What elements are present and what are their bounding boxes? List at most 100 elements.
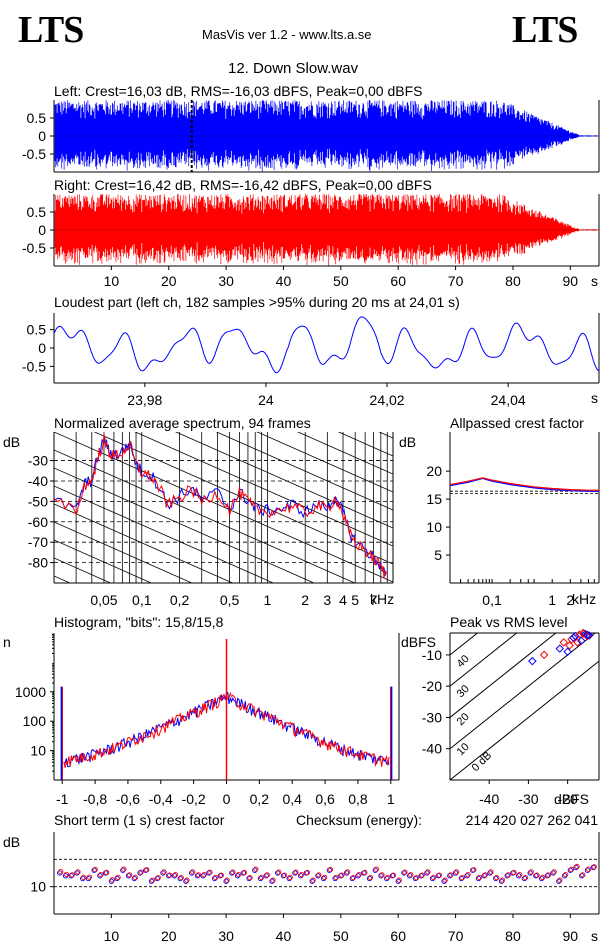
spectrum-slope-line (54, 521, 193, 583)
shortterm-right-point (321, 874, 328, 881)
shortterm-left-point (561, 873, 568, 879)
peakrms-point (582, 630, 592, 640)
shortterm-right-point (304, 869, 311, 876)
shortterm-right-point (86, 874, 93, 880)
checksum-label: Checksum (energy): (296, 812, 422, 828)
peakrms-ytick-label: -30 (422, 709, 442, 725)
shortterm-xtick-label: 40 (276, 928, 292, 944)
shortterm-right-point (144, 867, 150, 873)
shortterm-left-point (263, 873, 269, 879)
histogram-xtick-label: -1 (56, 791, 69, 807)
histogram-xtick-label: -0,2 (182, 791, 206, 807)
shortterm-left-point (401, 870, 407, 876)
allpass-xunit: kHz (572, 591, 596, 607)
shortterm-left-point (194, 873, 201, 879)
shortterm-right-point (149, 877, 156, 883)
peakrms-ytick-label: -10 (422, 647, 442, 663)
shortterm-right-point (224, 877, 230, 883)
shortterm-right-point (574, 863, 580, 870)
shortterm-left-point (80, 875, 86, 882)
shortterm-left-point (384, 875, 390, 882)
right-waveform-ytick-label: 0 (38, 222, 46, 238)
spectrum-slope-line (93, 432, 393, 565)
shortterm-right-point (155, 874, 161, 881)
peakrms-point (539, 650, 549, 660)
shortterm-right-point (522, 874, 529, 881)
spectrum-slope-line (54, 503, 234, 583)
shortterm-right-point (534, 872, 540, 878)
shortterm-right-point (459, 874, 465, 881)
shortterm-right-point (195, 872, 202, 878)
spectrum-xtick-label: 5 (351, 592, 359, 608)
spectrum-slope-line (54, 612, 393, 762)
shortterm-left-point (286, 875, 292, 882)
spectrum-ylabel: dB (3, 434, 20, 450)
loudest-ytick-label: -0.5 (22, 358, 46, 374)
shortterm-right-point (81, 874, 87, 881)
shortterm-left-point (154, 875, 160, 882)
shortterm-right-point (333, 874, 339, 881)
shortterm-left-point (91, 867, 97, 873)
shortterm-right-point (138, 869, 144, 875)
peakrms-xtick-label: -40 (479, 791, 499, 807)
shortterm-right-point (408, 871, 414, 878)
right-waveform-ytick-label: 0.5 (27, 204, 47, 220)
shortterm-right-point (235, 871, 242, 878)
histogram-xtick-label: 0,6 (315, 791, 335, 807)
allpass-ytick-label: 20 (426, 463, 442, 479)
shortterm-right-point (109, 877, 116, 883)
peakrms-crest-line (450, 633, 596, 750)
shortterm-left-point (464, 873, 470, 879)
shortterm-left-point (407, 873, 413, 879)
shortterm-right-point (430, 874, 437, 881)
peakrms-ylabel: dBFS (401, 634, 436, 650)
loudest-title: Loudest part (left ch, 182 samples >95% … (54, 294, 460, 310)
shortterm-left-point (521, 875, 528, 882)
shortterm-xtick-label: 30 (218, 928, 234, 944)
shortterm-xtick-label: 70 (448, 928, 464, 944)
spectrum-xtick-label: 0,5 (220, 592, 240, 608)
shortterm-left-point (234, 873, 241, 879)
shortterm-right-point (58, 868, 64, 875)
shortterm-right-point (402, 869, 408, 875)
shortterm-right-point (442, 877, 448, 883)
shortterm-right-point (63, 871, 70, 878)
spectrum-slope-line (297, 432, 393, 475)
peakrms-ytick-label: -40 (422, 741, 442, 757)
shortterm-left-point (252, 867, 258, 873)
shortterm-left-point (475, 875, 482, 882)
left-waveform-trace (54, 100, 600, 172)
shortterm-right-point (75, 869, 81, 875)
right-waveform-xtick-label: 60 (390, 273, 406, 289)
spectrum-ytick-label: -80 (28, 555, 48, 571)
spectrum-xtick-label: 7 (370, 592, 378, 608)
shortterm-right-point (132, 874, 138, 881)
left-waveform-ytick-label: 0 (38, 128, 46, 144)
shortterm-left-point (498, 878, 505, 884)
spectrum-slope-line (337, 432, 393, 457)
shortterm-left-point (326, 867, 333, 873)
spectrum-slope-line (54, 449, 356, 583)
shortterm-right-point (356, 871, 362, 878)
shortterm-xtick-label: 90 (563, 928, 579, 944)
app-title: MasVis ver 1.2 - www.lts.a.se (202, 27, 372, 42)
peakrms-point (559, 638, 568, 647)
shortterm-right-point (568, 866, 574, 873)
right-waveform-xtick-label: 40 (276, 273, 292, 289)
shortterm-right-point (121, 866, 127, 872)
shortterm-right-point (287, 874, 293, 881)
histogram-ytick-label: 10 (30, 743, 46, 759)
loudest-ytick-label: 0.5 (27, 322, 47, 338)
peakrms-xtick-label: -20 (558, 791, 578, 807)
spectrum-xunit: kHz (370, 591, 394, 607)
shortterm-right-point (471, 867, 477, 873)
spectrum-slope-line (256, 432, 393, 493)
shortterm-right-point (258, 874, 265, 881)
shortterm-left-point (527, 870, 533, 876)
shortterm-right-point (190, 869, 196, 875)
shortterm-right-point (580, 872, 586, 878)
shortterm-left-point (148, 878, 155, 884)
right-waveform-xtick-label: 50 (333, 273, 349, 289)
shortterm-right-point (413, 874, 420, 881)
shortterm-left-point (429, 875, 436, 882)
